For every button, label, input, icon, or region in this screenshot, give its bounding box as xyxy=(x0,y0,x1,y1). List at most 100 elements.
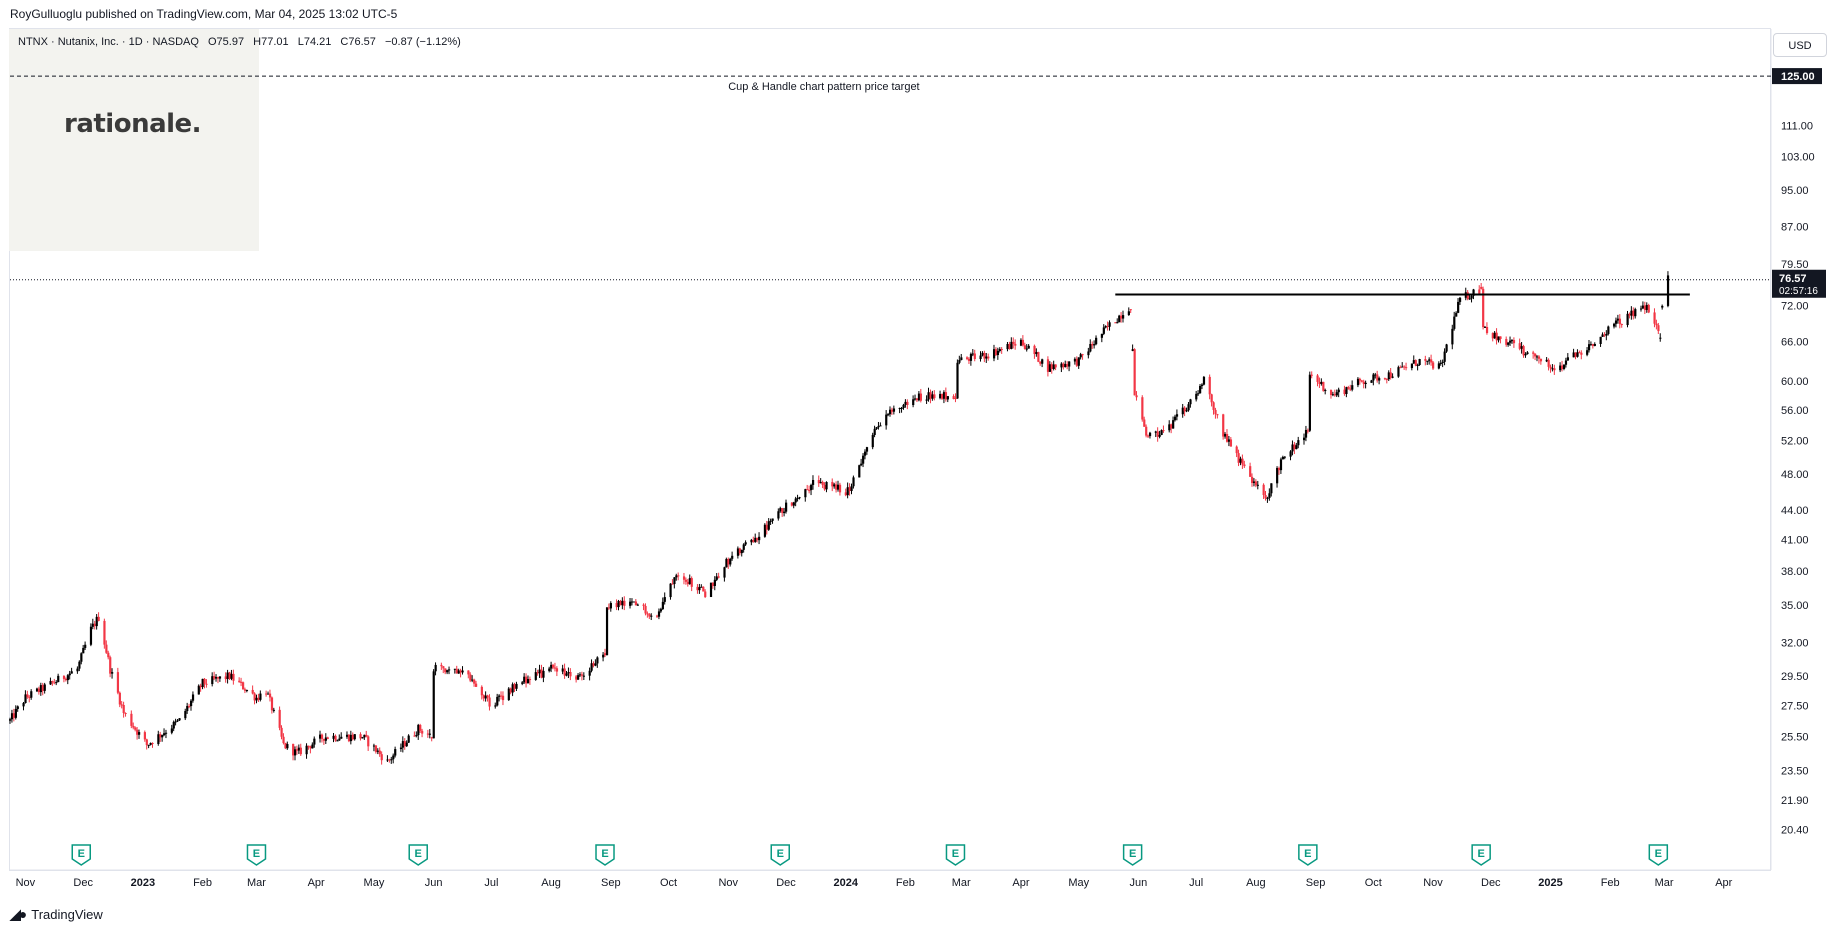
candle-body xyxy=(1347,387,1350,389)
x-tick-label: Apr xyxy=(1012,877,1029,889)
candle-body xyxy=(1499,336,1502,339)
footer: ◢● TradingView xyxy=(10,906,103,923)
x-tick-label: 2023 xyxy=(131,877,155,889)
candle-body xyxy=(1510,340,1514,342)
currency-button[interactable]: USD xyxy=(1773,33,1827,57)
earnings-label: E xyxy=(1477,848,1484,860)
candle-body xyxy=(320,734,324,739)
candle-body xyxy=(1518,343,1521,349)
candle-body xyxy=(548,668,551,671)
earnings-marker[interactable]: E xyxy=(408,844,428,866)
candle-body xyxy=(1227,439,1231,442)
candle-body xyxy=(1562,364,1566,369)
candle-body xyxy=(1208,376,1211,395)
candle-body xyxy=(82,647,85,654)
earnings-marker[interactable]: E xyxy=(1648,844,1669,866)
candle-body xyxy=(1376,374,1379,381)
candle-body xyxy=(116,672,120,693)
candle-body xyxy=(332,735,335,739)
candle-body xyxy=(661,601,664,610)
earnings-marker[interactable]: E xyxy=(246,844,267,866)
candle-body xyxy=(758,536,761,541)
candle-body xyxy=(1121,315,1125,319)
y-tick-label: 27.50 xyxy=(1781,700,1809,712)
candle-body xyxy=(889,409,892,415)
candle-body xyxy=(442,666,445,669)
footer-brand[interactable]: TradingView xyxy=(31,907,103,922)
candle-body xyxy=(1039,361,1042,364)
earnings-marker[interactable]: E xyxy=(945,844,966,866)
candle-body xyxy=(973,353,976,360)
y-tick-label: 29.50 xyxy=(1781,671,1809,683)
earnings-marker[interactable]: E xyxy=(770,844,790,866)
candle-body xyxy=(1131,349,1134,351)
symbol-name[interactable]: NTNX · Nutanix, Inc. · 1D · NASDAQ xyxy=(18,36,199,48)
candle-body xyxy=(677,575,680,577)
earnings-marker[interactable]: E xyxy=(1298,844,1318,866)
x-tick-label: Aug xyxy=(541,877,561,889)
candle-body xyxy=(1014,343,1017,346)
candle-body xyxy=(216,677,220,679)
candle-body xyxy=(632,601,636,603)
candle-body xyxy=(1478,289,1481,294)
candle-body xyxy=(66,675,69,681)
x-tick-label: Dec xyxy=(73,877,93,889)
candle-body xyxy=(496,696,499,706)
candle-body xyxy=(1551,368,1554,370)
candle-body xyxy=(1062,363,1065,368)
candle-body xyxy=(553,667,557,669)
candle-body xyxy=(1283,456,1286,458)
candle-body xyxy=(569,671,572,677)
candle-body xyxy=(1626,313,1629,326)
candle-body xyxy=(365,734,368,737)
candle-body xyxy=(35,688,39,692)
candle-body xyxy=(507,688,510,701)
candle-body xyxy=(779,508,782,512)
candle-body xyxy=(1335,392,1338,396)
candle-body xyxy=(898,407,901,409)
candle-body xyxy=(1210,394,1213,403)
earnings-marker[interactable]: E xyxy=(1471,844,1491,866)
y-tick-label: 44.00 xyxy=(1781,505,1809,517)
earnings-marker[interactable]: E xyxy=(71,844,91,866)
x-tick-label: May xyxy=(1068,877,1089,889)
candle-body xyxy=(336,740,339,742)
candle-body xyxy=(1241,458,1244,465)
candle-body xyxy=(417,724,420,736)
candle-body xyxy=(178,718,181,721)
candle-body xyxy=(1229,439,1233,447)
candle-body xyxy=(1657,325,1660,332)
candle-body xyxy=(1564,360,1568,365)
candle-body xyxy=(349,734,353,742)
candle-body xyxy=(136,729,139,735)
candle-body xyxy=(1320,381,1323,384)
candle-body xyxy=(1322,381,1325,391)
candle-body xyxy=(1484,326,1487,328)
candle-body xyxy=(873,428,876,435)
candle-body xyxy=(159,734,162,738)
candle-body xyxy=(1428,359,1431,361)
candle-body xyxy=(1175,414,1179,417)
candle-body xyxy=(319,734,322,739)
candle-body xyxy=(278,709,281,728)
candle-body xyxy=(149,742,152,745)
candle-body xyxy=(307,745,310,747)
earnings-marker[interactable]: E xyxy=(595,844,615,866)
candle-body xyxy=(526,679,530,684)
candle-body xyxy=(588,670,591,676)
candle-body xyxy=(1405,367,1408,369)
y-tick-label: 35.00 xyxy=(1781,600,1809,612)
candle-body xyxy=(865,447,869,452)
candle-body xyxy=(996,350,1000,356)
candle-body xyxy=(103,620,106,645)
earnings-marker[interactable]: E xyxy=(1122,844,1143,866)
candle-body xyxy=(550,664,553,669)
candle-body xyxy=(1281,457,1285,460)
candle-body xyxy=(1095,337,1098,345)
change-value: −0.87 (−1.12%) xyxy=(384,36,461,48)
candle-body xyxy=(577,675,580,680)
candle-body xyxy=(1041,359,1044,364)
candle-body xyxy=(9,719,12,721)
y-tick-label: 56.00 xyxy=(1781,405,1809,417)
